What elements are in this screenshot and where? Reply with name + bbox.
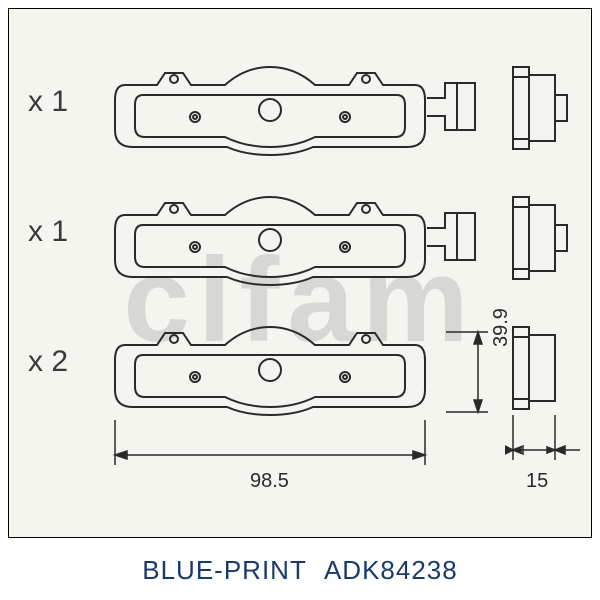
- pad-side-2: [505, 185, 575, 290]
- qty-label-1: x 1: [28, 85, 68, 119]
- pad-front-1: [105, 55, 435, 165]
- qty-label-3: x 2: [28, 345, 68, 379]
- footer: BLUE-PRINT ADK84238: [0, 555, 600, 586]
- dim-width-text: 98.5: [250, 470, 289, 493]
- dim-thickness-text: 15: [526, 470, 548, 493]
- pad-clip-1: [425, 78, 480, 138]
- pad-front-3: [105, 315, 435, 425]
- pad-clip-2: [425, 208, 480, 268]
- qty-label-2: x 1: [28, 215, 68, 249]
- dim-height-text: 39.9: [490, 308, 513, 347]
- footer-part-number: ADK84238: [324, 555, 458, 585]
- dim-thickness: [505, 415, 585, 475]
- pad-side-3: [505, 315, 575, 420]
- footer-brand: BLUE-PRINT: [142, 555, 307, 585]
- pad-front-2: [105, 185, 435, 295]
- pad-side-1: [505, 55, 575, 160]
